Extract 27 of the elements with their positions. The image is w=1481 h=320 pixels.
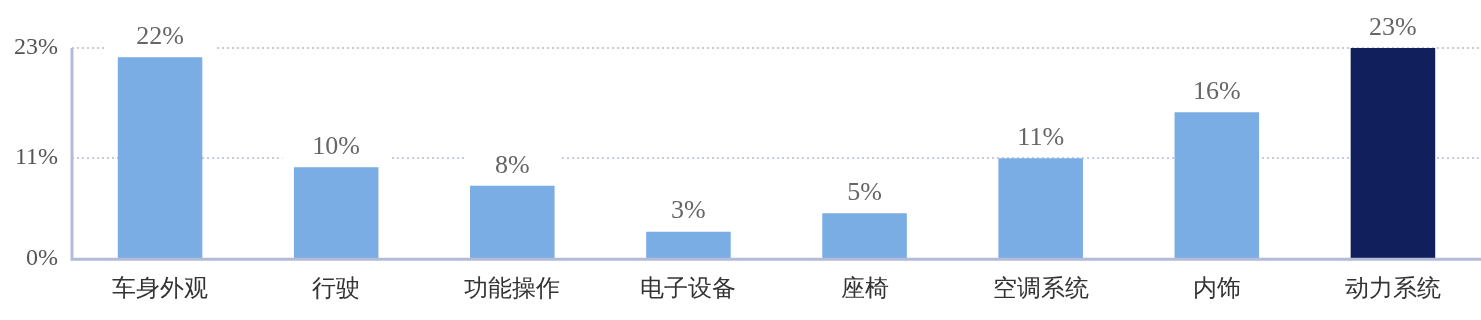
x-tick-label: 动力系统 <box>1344 273 1441 302</box>
x-tick-label: 功能操作 <box>464 273 561 302</box>
x-tick-label: 行驶 <box>312 273 361 302</box>
x-tick-label: 内饰 <box>1192 273 1241 302</box>
bar <box>1350 48 1436 259</box>
data-label: 5% <box>847 177 882 207</box>
bar <box>1174 112 1260 259</box>
data-label: 11% <box>1017 122 1065 152</box>
data-label: 22% <box>136 21 184 51</box>
bar <box>998 158 1083 259</box>
data-label: 8% <box>494 149 530 179</box>
y-tick-label: 11% <box>14 143 58 170</box>
data-label: 16% <box>1192 76 1241 106</box>
x-tick-label: 电子设备 <box>640 273 737 302</box>
x-tick-label: 车身外观 <box>112 273 209 302</box>
y-tick-label: 0% <box>25 244 58 271</box>
x-tick-label: 空调系统 <box>992 273 1089 302</box>
data-label: 23% <box>1369 11 1417 41</box>
bar <box>470 185 555 259</box>
bar <box>117 57 203 259</box>
y-tick-label: 23% <box>13 33 58 60</box>
bar <box>822 213 907 259</box>
data-label: 10% <box>312 131 361 161</box>
data-label: 3% <box>671 195 706 225</box>
bar <box>646 231 731 259</box>
x-tick-label: 座椅 <box>840 273 889 302</box>
bar <box>293 167 379 259</box>
